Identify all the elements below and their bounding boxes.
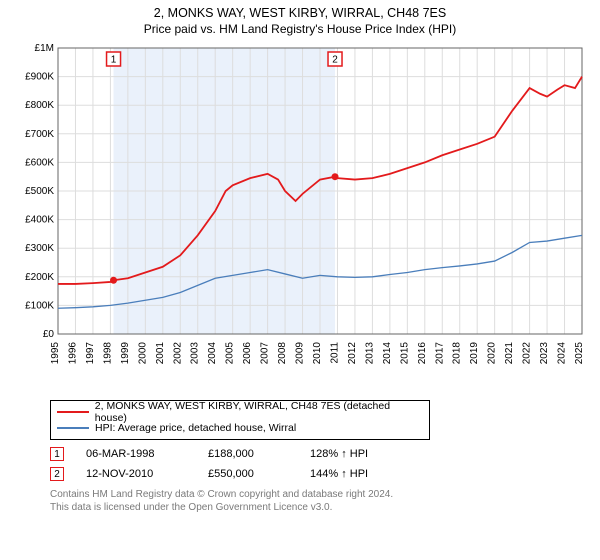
svg-text:2013: 2013 bbox=[364, 342, 375, 365]
svg-text:2015: 2015 bbox=[399, 342, 410, 365]
svg-text:2014: 2014 bbox=[382, 342, 393, 365]
svg-text:1: 1 bbox=[111, 55, 117, 66]
svg-text:1996: 1996 bbox=[67, 342, 78, 365]
svg-text:1995: 1995 bbox=[50, 342, 61, 365]
svg-text:£400K: £400K bbox=[25, 215, 54, 226]
svg-text:£900K: £900K bbox=[25, 72, 54, 83]
tx-marker-icon: 2 bbox=[50, 467, 64, 481]
svg-text:2002: 2002 bbox=[172, 342, 183, 365]
tx-date: 06-MAR-1998 bbox=[86, 448, 186, 460]
svg-text:2024: 2024 bbox=[557, 342, 568, 365]
tx-pct: 128% ↑ HPI bbox=[310, 448, 410, 460]
legend: 2, MONKS WAY, WEST KIRBY, WIRRAL, CH48 7… bbox=[50, 400, 430, 440]
footer-line: This data is licensed under the Open Gov… bbox=[50, 501, 592, 514]
svg-text:£0: £0 bbox=[43, 329, 55, 340]
svg-text:2025: 2025 bbox=[574, 342, 585, 365]
transaction-row: 2 12-NOV-2010 £550,000 144% ↑ HPI bbox=[50, 464, 592, 484]
tx-price: £550,000 bbox=[208, 468, 288, 480]
tx-pct: 144% ↑ HPI bbox=[310, 468, 410, 480]
svg-text:2012: 2012 bbox=[347, 342, 358, 365]
price-chart: £0 £100K £200K £300K £400K £500K £600K £700K £80… bbox=[8, 42, 592, 394]
svg-text:£600K: £600K bbox=[25, 157, 54, 168]
svg-text:2007: 2007 bbox=[260, 342, 271, 365]
legend-swatch bbox=[57, 411, 89, 413]
svg-text:2004: 2004 bbox=[207, 342, 218, 365]
svg-text:2003: 2003 bbox=[190, 342, 201, 365]
svg-text:2011: 2011 bbox=[329, 342, 340, 364]
footer-line: Contains HM Land Registry data © Crown c… bbox=[50, 488, 592, 501]
svg-text:£1M: £1M bbox=[35, 43, 54, 54]
svg-text:2009: 2009 bbox=[295, 342, 306, 365]
chart-svg: £0 £100K £200K £300K £400K £500K £600K £700K £80… bbox=[8, 42, 592, 394]
svg-text:£700K: £700K bbox=[25, 129, 54, 140]
svg-text:2016: 2016 bbox=[417, 342, 428, 365]
legend-label: 2, MONKS WAY, WEST KIRBY, WIRRAL, CH48 7… bbox=[95, 400, 423, 424]
tx-marker-icon: 1 bbox=[50, 447, 64, 461]
svg-text:2020: 2020 bbox=[487, 342, 498, 365]
svg-text:£800K: £800K bbox=[25, 100, 54, 111]
svg-text:2017: 2017 bbox=[434, 342, 445, 365]
legend-item: 2, MONKS WAY, WEST KIRBY, WIRRAL, CH48 7… bbox=[57, 404, 423, 420]
svg-text:2008: 2008 bbox=[277, 342, 288, 365]
transaction-row: 1 06-MAR-1998 £188,000 128% ↑ HPI bbox=[50, 444, 592, 464]
svg-text:1999: 1999 bbox=[120, 342, 131, 365]
svg-text:2006: 2006 bbox=[242, 342, 253, 365]
svg-text:1998: 1998 bbox=[102, 342, 113, 365]
svg-text:1997: 1997 bbox=[85, 342, 96, 365]
svg-text:2019: 2019 bbox=[469, 342, 480, 365]
svg-text:2000: 2000 bbox=[137, 342, 148, 365]
svg-text:2001: 2001 bbox=[155, 342, 166, 365]
svg-text:2021: 2021 bbox=[504, 342, 515, 365]
tx-price: £188,000 bbox=[208, 448, 288, 460]
svg-text:2: 2 bbox=[332, 55, 338, 66]
tx-date: 12-NOV-2010 bbox=[86, 468, 186, 480]
svg-text:2018: 2018 bbox=[452, 342, 463, 365]
svg-text:£500K: £500K bbox=[25, 186, 54, 197]
legend-swatch bbox=[57, 427, 89, 429]
page-subtitle: Price paid vs. HM Land Registry's House … bbox=[8, 22, 592, 36]
svg-text:2023: 2023 bbox=[539, 342, 550, 365]
svg-text:2005: 2005 bbox=[225, 342, 236, 365]
legend-label: HPI: Average price, detached house, Wirr… bbox=[95, 422, 296, 434]
page-title: 2, MONKS WAY, WEST KIRBY, WIRRAL, CH48 7… bbox=[8, 6, 592, 20]
svg-text:2010: 2010 bbox=[312, 342, 323, 365]
svg-text:£100K: £100K bbox=[25, 300, 54, 311]
svg-text:2022: 2022 bbox=[522, 342, 533, 365]
svg-text:£300K: £300K bbox=[25, 243, 54, 254]
transaction-table: 1 06-MAR-1998 £188,000 128% ↑ HPI 2 12-N… bbox=[50, 444, 592, 484]
svg-text:£200K: £200K bbox=[25, 272, 54, 283]
footer-attribution: Contains HM Land Registry data © Crown c… bbox=[50, 488, 592, 514]
